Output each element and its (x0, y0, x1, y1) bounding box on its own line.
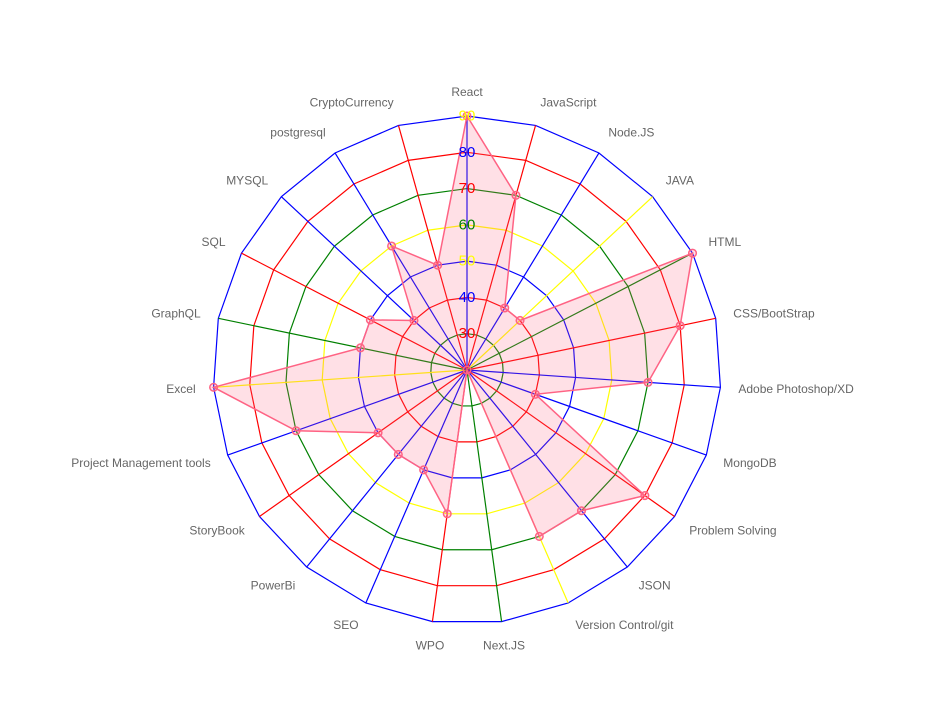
spoke-node-js (466, 152, 600, 371)
spoke-sql (241, 252, 468, 371)
axis-label-java: JAVA (666, 173, 694, 187)
data-point-wpo[interactable] (442, 509, 452, 519)
spoke-mysql (280, 196, 468, 371)
axis-label-javascript: JavaScript (540, 95, 597, 109)
axis-label-project-management-tools: Project Management tools (71, 456, 210, 470)
tick-label-30: 30 (459, 325, 476, 342)
spoke-problem-solving (466, 369, 675, 517)
axis-label-powerbi: PowerBi (251, 579, 296, 593)
data-point-css-bootstrap[interactable] (675, 321, 685, 331)
axis-label-graphql: GraphQL (151, 306, 201, 320)
tick-label-70: 70 (459, 180, 476, 197)
spoke-mongodb (466, 369, 707, 456)
grid-ring-90 (212, 115, 722, 623)
tick-label-80: 80 (459, 144, 476, 161)
tick-label-40: 40 (459, 289, 476, 306)
spoke-storybook (259, 369, 468, 517)
tick-label-60: 60 (459, 216, 476, 233)
spoke-seo (365, 369, 468, 604)
spoke-json (466, 369, 628, 568)
spoke-adobe-photoshop-xd (466, 369, 721, 388)
data-point-version-control-git[interactable] (534, 531, 544, 541)
data-point-java[interactable] (515, 315, 525, 326)
spoke-excel (213, 369, 468, 388)
tick-label-50: 50 (459, 253, 476, 270)
axis-label-html: HTML (709, 235, 742, 249)
spoke-graphql (218, 317, 468, 371)
spoke-next-js (466, 369, 503, 622)
axis-label-wpo: WPO (416, 638, 445, 652)
axis-label-next-js: Next.JS (483, 638, 525, 652)
data-point-javascript[interactable] (511, 190, 521, 200)
data-point-mysql[interactable] (409, 315, 419, 326)
data-point-mongodb[interactable] (530, 389, 540, 399)
data-point-adobe-photoshop-xd[interactable] (643, 377, 653, 387)
data-point-react[interactable] (462, 111, 472, 121)
grid-ring-60 (321, 224, 613, 515)
axis-labels: React JavaScript Node.JS JAVA HTML CSS/BootSt… (71, 85, 854, 652)
tick-labels: 30 40 50 60 70 80 90 (459, 108, 476, 343)
data-point-graphql[interactable] (355, 343, 365, 353)
data-point-problem-solving[interactable] (640, 491, 650, 501)
series-points (209, 111, 698, 541)
series-area-0 (211, 113, 694, 538)
axis-label-problem-solving: Problem Solving (689, 523, 776, 537)
series-area (211, 113, 694, 538)
axis-label-seo: SEO (333, 618, 358, 632)
data-point-postgresql[interactable] (387, 241, 397, 251)
data-point-html[interactable] (687, 248, 698, 258)
axis-label-storybook: StoryBook (189, 523, 245, 537)
tick-label-90: 90 (459, 108, 476, 125)
grid-ring-50 (357, 260, 577, 479)
axis-label-mongodb: MongoDB (723, 456, 776, 470)
axis-label-excel: Excel (166, 382, 195, 396)
spoke-postgresql (334, 152, 468, 371)
spoke-powerbi (306, 369, 468, 568)
grid-ring-80 (249, 151, 685, 587)
spoke-cryptocurrency (397, 125, 468, 371)
grid-ring-40 (393, 296, 541, 443)
axis-label-node-js: Node.JS (608, 125, 654, 139)
axis-label-css-bootstrap: CSS/BootStrap (733, 306, 815, 320)
data-point-seo[interactable] (419, 465, 429, 475)
data-point-node-js[interactable] (500, 303, 510, 313)
axis-label-json: JSON (639, 579, 671, 593)
spoke-javascript (466, 125, 537, 371)
grid-ring-30 (430, 333, 504, 407)
data-point-next-js[interactable] (462, 365, 472, 375)
spoke-html (466, 252, 693, 371)
axis-label-sql: SQL (201, 235, 225, 249)
data-point-json[interactable] (576, 506, 587, 516)
axis-label-postgresql: postgresql (270, 125, 325, 139)
spoke-project-management-tools (227, 369, 468, 456)
axis-label-mysql: MYSQL (226, 173, 268, 187)
data-point-project-management-tools[interactable] (291, 426, 301, 436)
axis-label-version-control-git: Version Control/git (575, 618, 674, 632)
spoke-css-bootstrap (466, 317, 716, 371)
axis-label-adobe-photoshop-xd: Adobe Photoshop/XD (738, 382, 854, 396)
spoke-java (466, 196, 654, 371)
data-point-powerbi[interactable] (393, 449, 403, 459)
data-point-cryptocurrency[interactable] (433, 260, 443, 270)
data-point-sql[interactable] (365, 315, 375, 325)
axis-label-react: React (451, 85, 483, 99)
data-point-excel[interactable] (209, 382, 219, 392)
data-point-storybook[interactable] (373, 428, 383, 438)
axis-label-cryptocurrency: CryptoCurrency (310, 95, 394, 109)
